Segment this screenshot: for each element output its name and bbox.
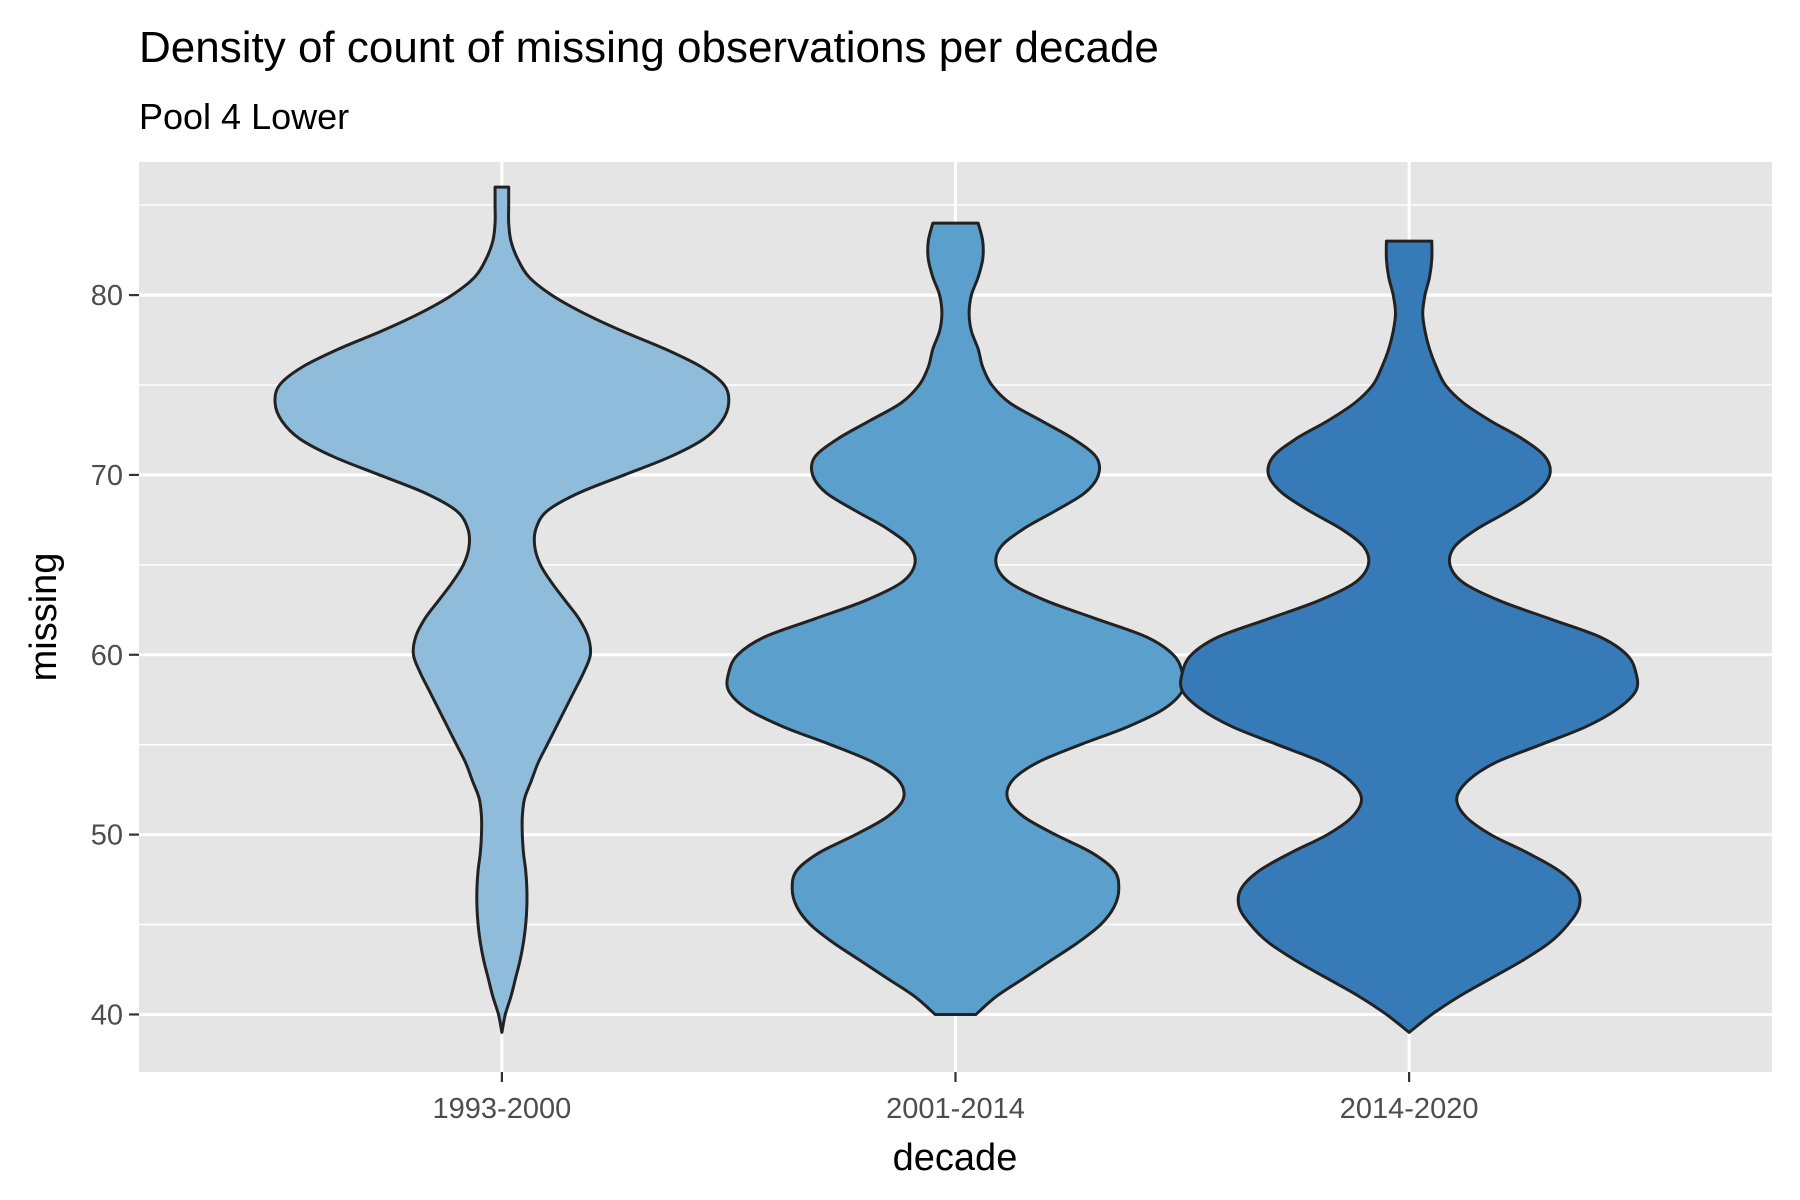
x-tick-label: 2001-2014: [886, 1093, 1025, 1125]
y-axis: 40 50 60 70 80: [91, 280, 139, 1031]
y-tick-label: 50: [91, 820, 123, 852]
violin-layer: [273, 185, 1640, 1034]
y-tick-label: 70: [91, 460, 123, 492]
y-axis-title: missing: [23, 553, 65, 682]
x-axis: 1993-2000 2001-2014 2014-2020: [433, 1072, 1479, 1125]
violin-2014-2020: [1179, 239, 1640, 1034]
chart-title: Density of count of missing observations…: [139, 23, 1159, 72]
plot-area: [139, 162, 1772, 1072]
violin-1993-2000: [273, 185, 731, 1034]
violin-2001-2014: [725, 221, 1186, 1016]
x-axis-title: decade: [893, 1137, 1018, 1179]
x-tick-label: 2014-2020: [1340, 1093, 1479, 1125]
y-tick-label: 80: [91, 280, 123, 312]
y-tick-label: 40: [91, 999, 123, 1031]
y-tick-label: 60: [91, 640, 123, 672]
chart-subtitle: Pool 4 Lower: [139, 96, 349, 137]
x-tick-label: 1993-2000: [433, 1093, 572, 1125]
